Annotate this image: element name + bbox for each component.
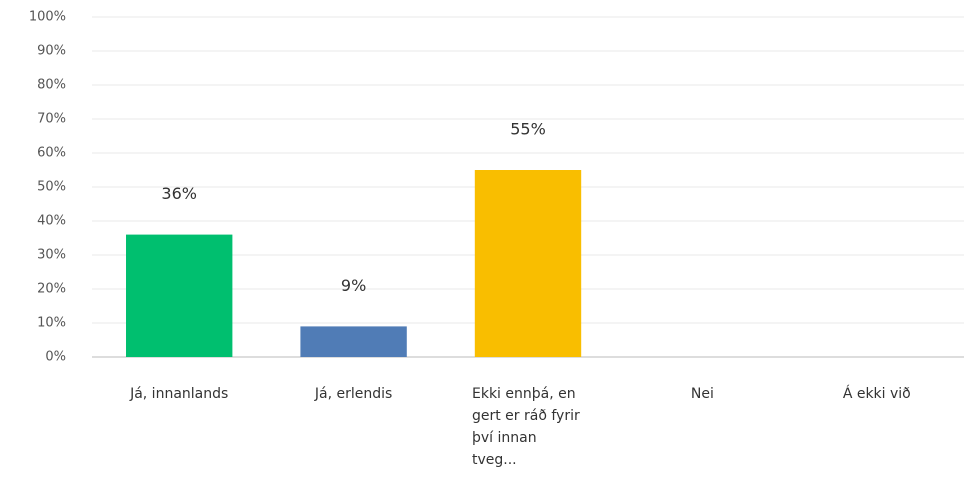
- value-label: 9%: [341, 276, 366, 295]
- y-tick-label: 40%: [37, 214, 66, 229]
- y-tick-label: 30%: [37, 248, 66, 263]
- x-tick-label-box: Já, erlendis: [266, 383, 440, 405]
- bar: [474, 170, 582, 357]
- x-tick-label-box: Nei: [615, 383, 789, 405]
- y-tick-label: 90%: [37, 44, 66, 59]
- y-tick-label: 0%: [45, 350, 66, 365]
- x-tick-label: Já, erlendis: [314, 386, 393, 402]
- x-tick-label-box: Já, innanlands: [92, 383, 266, 405]
- y-tick-label: 80%: [37, 78, 66, 93]
- y-tick-label: 60%: [37, 146, 66, 161]
- value-label: 55%: [510, 120, 546, 139]
- y-tick-label: 70%: [37, 112, 66, 127]
- bar: [300, 326, 407, 357]
- value-label: 36%: [161, 184, 197, 203]
- x-tick-label-box: Ekki ennþá, en gert er ráð fyrir því inn…: [441, 383, 615, 471]
- y-tick-label: 100%: [29, 10, 66, 25]
- y-tick-label: 50%: [37, 180, 66, 195]
- x-tick-label-box: Á ekki við: [790, 383, 964, 405]
- bar: [126, 234, 233, 357]
- x-tick-label: Nei: [690, 386, 714, 402]
- x-tick-label: Á ekki við: [842, 386, 911, 402]
- x-tick-label: Ekki ennþá, en gert er ráð fyrir því inn…: [471, 386, 580, 468]
- x-tick-label: Já, innanlands: [130, 386, 229, 402]
- y-tick-label: 10%: [37, 316, 66, 331]
- y-tick-label: 20%: [37, 282, 66, 297]
